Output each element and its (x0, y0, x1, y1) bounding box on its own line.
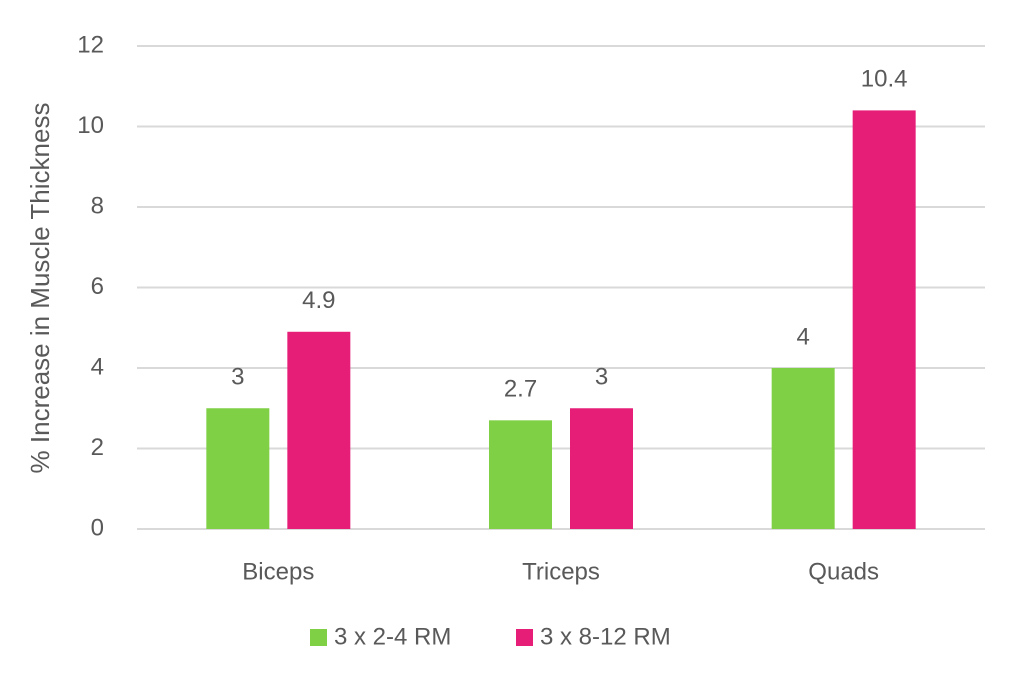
bar (287, 331, 351, 529)
data-label: 10.4 (861, 66, 908, 93)
legend-swatch (310, 629, 327, 646)
y-tick-label: 10 (77, 112, 104, 139)
data-label: 2.7 (504, 376, 537, 403)
y-axis-title: % Increase in Muscle Thickness (25, 103, 55, 474)
y-tick-label: 0 (91, 514, 104, 541)
x-tick-label: Biceps (242, 558, 314, 585)
bar (489, 420, 552, 529)
data-label: 3 (231, 364, 244, 391)
y-tick-label: 4 (91, 353, 104, 380)
data-label: 4.9 (302, 287, 335, 314)
bar (206, 408, 270, 529)
legend-label: 3 x 2-4 RM (334, 623, 451, 650)
y-tick-label: 8 (91, 192, 104, 219)
y-tick-label: 6 (91, 273, 104, 300)
legend-swatch (516, 629, 533, 646)
x-tick-label: Quads (808, 558, 879, 585)
bar (570, 408, 633, 529)
legend-label: 3 x 8-12 RM (540, 623, 671, 650)
data-label: 4 (796, 323, 809, 350)
bar (771, 368, 835, 529)
y-tick-label: 2 (91, 434, 104, 461)
data-label: 3 (595, 364, 608, 391)
x-tick-label: Triceps (522, 558, 600, 585)
y-tick-label: 12 (77, 31, 104, 58)
bar (852, 110, 916, 530)
